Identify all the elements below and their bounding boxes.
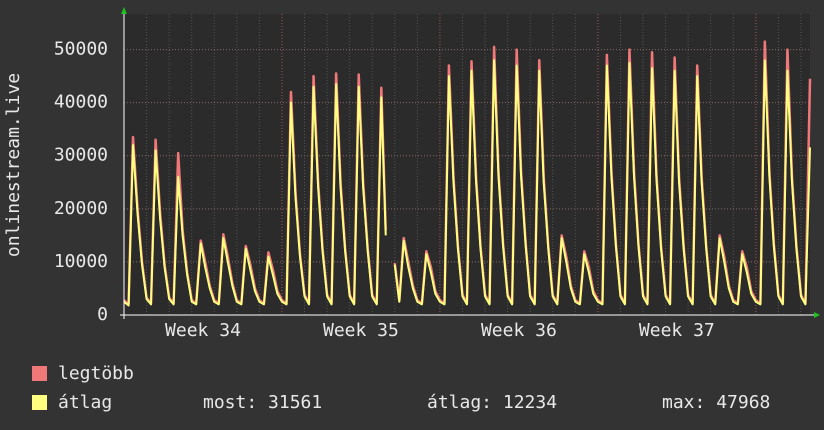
y-tick-label: 50000 (54, 39, 108, 60)
stat-label: most: (203, 392, 257, 413)
y-arrow (121, 7, 127, 14)
stat-label: max: (662, 392, 705, 413)
legend-label: legtöbb (58, 363, 134, 384)
series-line (123, 59, 811, 307)
x-tick-label: Week 35 (323, 320, 399, 341)
y-tick-label: 0 (97, 304, 108, 325)
y-tick-label: 20000 (54, 198, 108, 219)
legend-swatch (32, 395, 47, 410)
y-tick-label: 30000 (54, 145, 108, 166)
lines (123, 40, 812, 307)
legend: legtöbb átlag most: 31561 átlag: 12234 max: 479… (32, 363, 770, 413)
x-tick-label: Week 34 (165, 320, 241, 341)
y-tick-label: 10000 (54, 251, 108, 272)
stat-value: 12234 (503, 392, 557, 413)
legend-swatch (32, 366, 47, 381)
x-arrow (814, 312, 820, 318)
stat-value: 31561 (268, 392, 322, 413)
stat-value: 47968 (716, 392, 770, 413)
stat-label: átlag: (427, 392, 492, 413)
legend-label: átlag (58, 392, 112, 413)
x-tick-label: Week 37 (639, 320, 715, 341)
y-tick-label: 40000 (54, 92, 108, 113)
y-axis-label: onlinestream.live (3, 73, 24, 257)
x-tick-label: Week 36 (481, 320, 557, 341)
